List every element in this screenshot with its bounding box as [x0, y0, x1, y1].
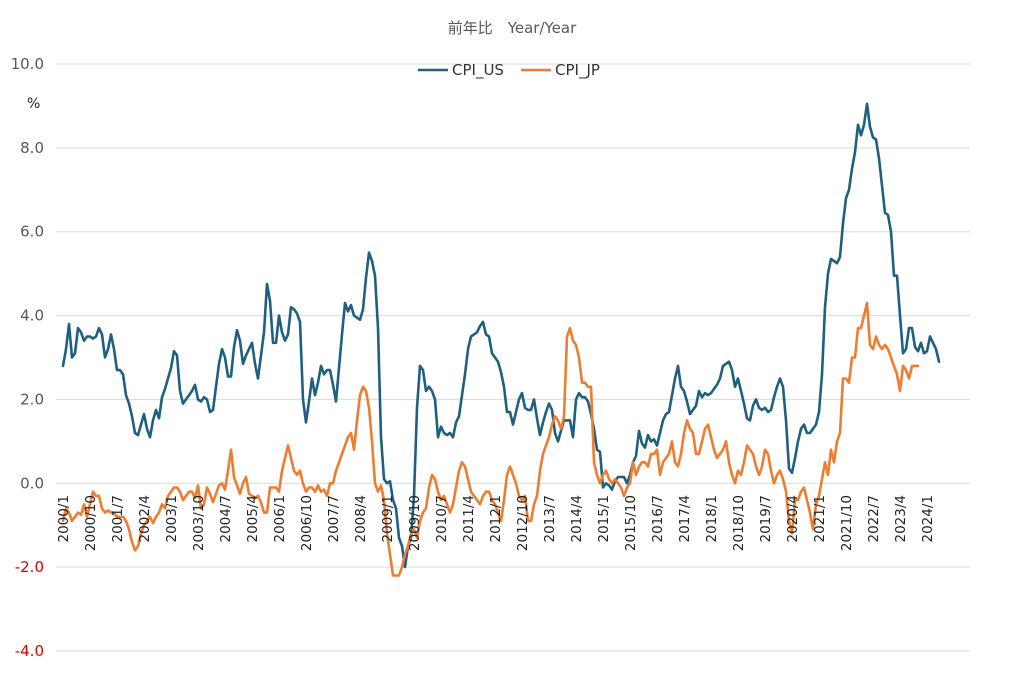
x-tick-label: 2015/10: [623, 495, 639, 551]
x-tick-label: 2020/4: [785, 495, 801, 543]
legend-label-cpi-jp: CPI_JP: [555, 61, 600, 80]
y-tick-label: 0.0: [20, 474, 44, 492]
x-tick-label: 2024/1: [920, 495, 936, 543]
x-tick-label: 2003/1: [164, 495, 180, 543]
x-tick-label: 2016/7: [650, 495, 666, 543]
x-tick-label: 2022/7: [866, 495, 882, 543]
chart-title: 前年比 Year/Year: [448, 19, 577, 37]
x-tick-label: 2002/4: [137, 495, 153, 543]
x-tick-label: 2008/4: [353, 495, 369, 543]
legend-label-cpi-us: CPI_US: [452, 61, 504, 80]
x-tick-label: 2011/4: [461, 495, 477, 543]
y-tick-label: 2.0: [20, 390, 44, 408]
x-tick-label: 2021/1: [812, 495, 828, 543]
x-tick-label: 2000/10: [83, 495, 99, 551]
x-tick-label: 2010/7: [434, 495, 450, 543]
legend: CPI_US CPI_JP: [418, 61, 600, 80]
x-tick-label: 2017/4: [677, 495, 693, 543]
x-tick-label: 2001/7: [110, 495, 126, 543]
x-tick-label: 2018/10: [731, 495, 747, 551]
y-tick-label: 8.0: [20, 139, 44, 157]
series-line-cpi-us: [61, 102, 941, 569]
x-tick-label: 2012/1: [488, 495, 504, 543]
y-tick-label: -2.0: [15, 558, 44, 576]
x-tick-label: 2009/1: [380, 495, 396, 543]
x-tick-label: 2014/4: [569, 495, 585, 543]
series-lines: [61, 102, 941, 577]
y-axis-ticks: 10.0 8.0 6.0 4.0 2.0 0.0 -2.0 -4.0: [11, 55, 44, 660]
x-tick-label: 2007/7: [326, 495, 342, 543]
x-tick-label: 2009/10: [407, 495, 423, 551]
x-tick-label: 2019/7: [758, 495, 774, 543]
x-tick-label: 2023/4: [893, 495, 909, 543]
y-tick-label: 10.0: [11, 55, 44, 73]
y-tick-label: -4.0: [15, 642, 44, 660]
x-tick-label: 2006/1: [272, 495, 288, 543]
y-tick-label: 4.0: [20, 307, 44, 325]
series-line-cpi-jp: [61, 301, 920, 577]
x-axis-ticks: 2000/1 2000/10 2001/7 2002/4 2003/1 2003/10 20…: [56, 495, 936, 551]
x-tick-label: 2006/10: [299, 495, 315, 551]
x-tick-label: 2003/10: [191, 495, 207, 551]
x-tick-label: 2005/4: [245, 495, 261, 543]
x-tick-label: 2015/1: [596, 495, 612, 543]
x-tick-label: 2000/1: [56, 495, 72, 543]
x-tick-label: 2021/10: [839, 495, 855, 551]
gridlines: [56, 63, 970, 652]
y-axis-unit-label: %: [27, 96, 40, 112]
x-tick-label: 2013/7: [542, 495, 558, 543]
x-tick-label: 2004/7: [218, 495, 234, 543]
y-tick-label: 6.0: [20, 223, 44, 241]
x-tick-label: 2018/1: [704, 495, 720, 543]
x-tick-label: 2012/10: [515, 495, 531, 551]
